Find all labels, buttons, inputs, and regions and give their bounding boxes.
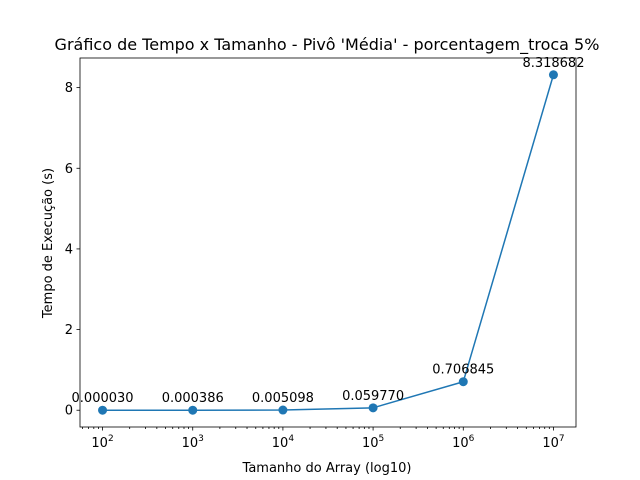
- y-tick-label: 4: [65, 242, 73, 257]
- x-tick-label: 107: [542, 434, 564, 451]
- data-point: [548, 70, 558, 80]
- data-label: 0.005098: [252, 391, 314, 406]
- x-tick-label: 102: [91, 434, 113, 451]
- y-tick-label: 2: [65, 323, 73, 338]
- x-tick-label: 105: [362, 434, 384, 451]
- data-label: 0.059770: [342, 389, 404, 404]
- x-tick-label: 104: [272, 434, 295, 451]
- data-label: 0.000386: [162, 391, 224, 406]
- data-label: 0.706845: [432, 363, 494, 378]
- chart-title: Gráfico de Tempo x Tamanho - Pivô 'Média…: [55, 35, 600, 55]
- data-point: [98, 405, 108, 415]
- data-point: [368, 403, 378, 413]
- data-point: [458, 377, 468, 387]
- x-tick-label: 103: [182, 434, 204, 451]
- series-line: [102, 74, 555, 411]
- data-point: [278, 405, 288, 415]
- data-point: [188, 405, 198, 415]
- axes-frame: [79, 57, 577, 428]
- y-tick-label: 6: [65, 162, 73, 177]
- y-axis-title: Tempo de Execução (s): [41, 168, 56, 319]
- data-label: 8.318682: [522, 56, 584, 71]
- x-tick-label: 106: [452, 434, 475, 451]
- y-tick-label: 0: [65, 404, 73, 419]
- x-axis-title: Tamanho do Array (log10): [242, 461, 412, 476]
- data-label: 0.000030: [72, 391, 134, 406]
- plot-area: 102 103 104 105 106 107 0 2 4 6 8 0.000030 0.000386 0…: [65, 56, 585, 451]
- y-tick-label: 8: [65, 81, 73, 96]
